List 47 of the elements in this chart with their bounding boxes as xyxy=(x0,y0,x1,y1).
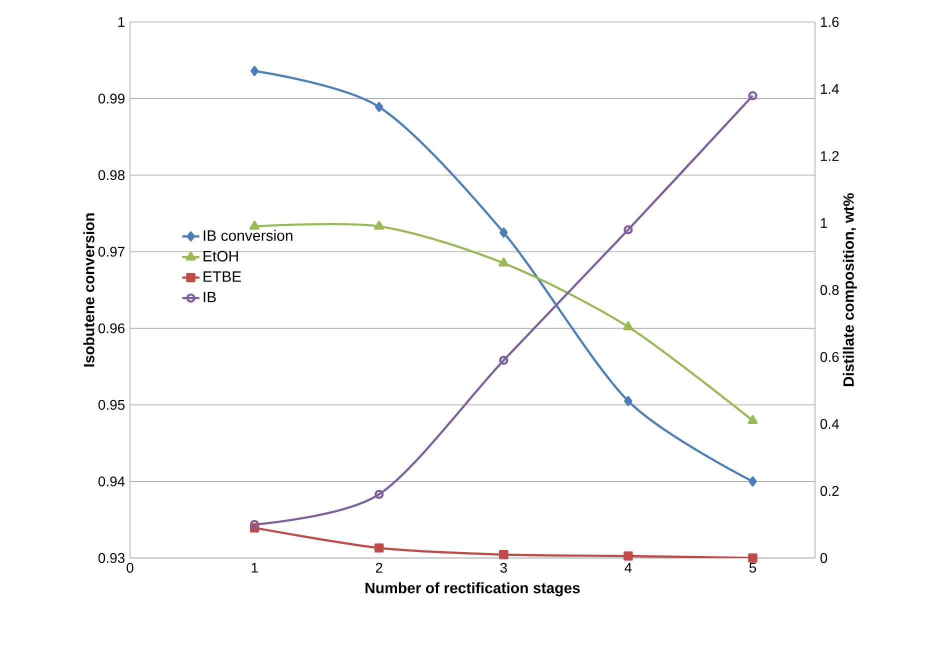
y2-tick-label: 0.4 xyxy=(820,419,839,429)
point xyxy=(748,553,758,563)
y2-tick-label: 0.8 xyxy=(820,285,839,295)
point xyxy=(748,415,758,424)
y2-axis-title: Distillate composition, wt% xyxy=(842,193,857,386)
y-tick-label: 0.96 xyxy=(98,323,125,334)
y-axis-title: Isobutene conversion xyxy=(83,213,94,367)
point xyxy=(748,476,757,487)
point xyxy=(624,551,633,561)
y2-tick-label: 0.2 xyxy=(820,486,839,496)
point xyxy=(500,227,508,238)
point xyxy=(623,321,634,330)
point xyxy=(499,356,508,365)
y-tick-label: 0.93 xyxy=(98,553,125,563)
x-tick-label: 4 xyxy=(624,562,632,572)
legend-label: IB xyxy=(204,292,216,302)
y-tick-label: 0.99 xyxy=(98,94,124,104)
point xyxy=(498,258,509,267)
x-tick-label: 1 xyxy=(252,562,258,572)
y-tick-label: 0.98 xyxy=(98,170,125,180)
point xyxy=(250,220,260,230)
x-tick-label: 5 xyxy=(749,562,756,573)
x-tick-label: 0 xyxy=(126,562,134,573)
point xyxy=(499,550,508,560)
y2-tick-label: 1.6 xyxy=(820,17,839,27)
y-tick-label: 0.95 xyxy=(98,400,125,410)
legend-label: ETBE xyxy=(204,271,241,282)
y-tick-label: 0.94 xyxy=(98,476,125,486)
point xyxy=(374,220,384,230)
y-tick-label: 1 xyxy=(118,17,124,27)
point xyxy=(374,543,384,553)
y2-tick-label: 1 xyxy=(820,218,827,228)
y2-tick-label: 1.4 xyxy=(820,84,839,94)
point xyxy=(624,396,632,406)
legend-label: EtOH xyxy=(204,250,238,262)
point xyxy=(250,66,259,76)
point xyxy=(374,490,384,499)
x-tick-label: 3 xyxy=(500,562,507,573)
point xyxy=(375,102,384,112)
y2-tick-label: 1.2 xyxy=(820,151,839,161)
point xyxy=(624,225,633,234)
legend-label: IB conversion xyxy=(204,230,292,241)
y-tick-label: 0.97 xyxy=(98,246,124,257)
y2-tick-label: 0 xyxy=(820,553,828,563)
y2-tick-label: 0.6 xyxy=(820,352,839,362)
x-tick-label: 2 xyxy=(376,562,382,573)
x-axis-title: Number of rectification stages xyxy=(366,582,580,596)
